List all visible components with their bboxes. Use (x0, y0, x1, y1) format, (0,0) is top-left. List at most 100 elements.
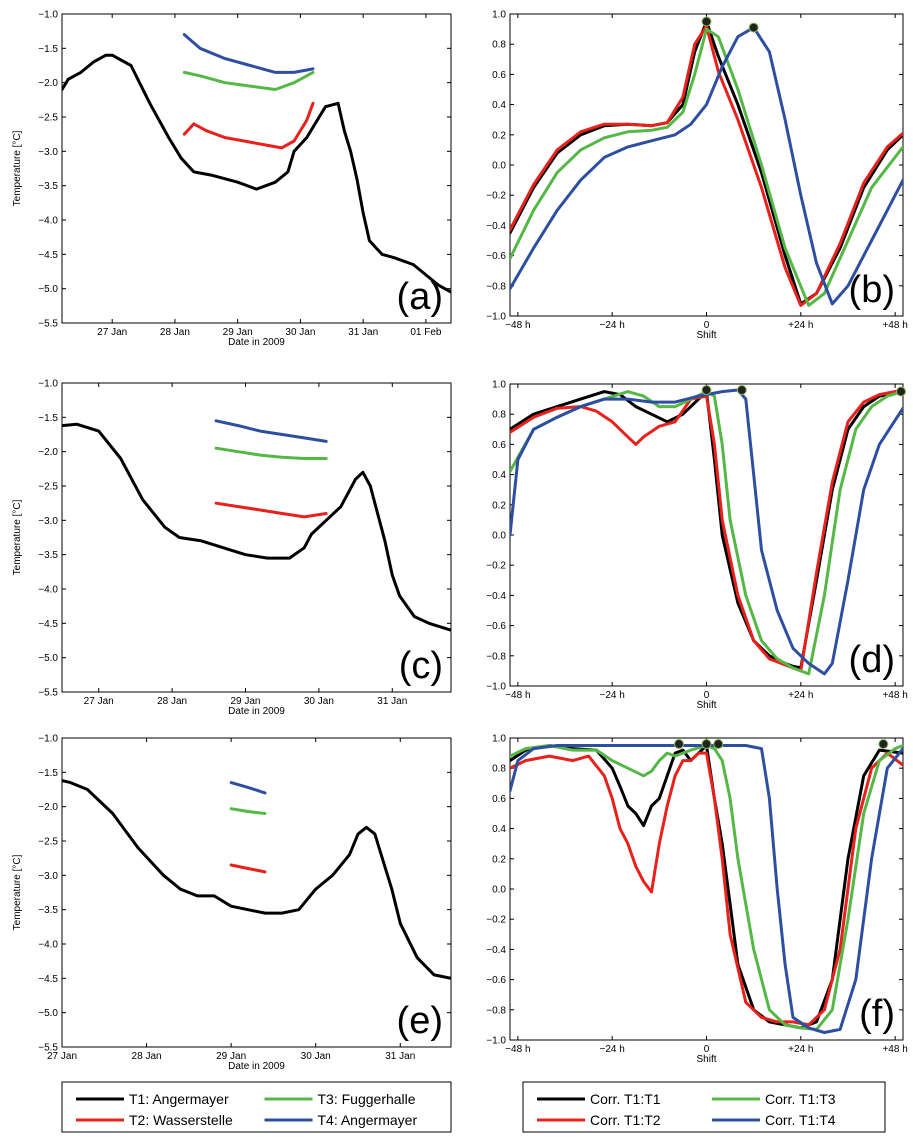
y-tick-label: −0.2 (486, 915, 506, 926)
series-line-t4 (182, 33, 315, 74)
panel-label: (d) (849, 639, 895, 681)
y-tick-label: 0.4 (492, 100, 506, 111)
y-axis-label: Temperature [°C] (12, 130, 23, 206)
y-tick-label: −3.5 (38, 550, 58, 561)
series-group (62, 419, 451, 632)
y-tick-label: 0.0 (492, 531, 506, 542)
x-tick-label: 31 Jan (348, 327, 378, 338)
y-tick-label: −4.5 (38, 974, 58, 985)
y-tick-label: −0.6 (486, 975, 506, 986)
legend-entry: T1: Angermayer (129, 1091, 229, 1107)
x-axis-label: Date in 2009 (228, 1061, 285, 1072)
y-tick-label: −4.5 (38, 250, 58, 261)
series-line-t2 (182, 101, 315, 150)
peak-marker (713, 739, 724, 750)
series-line-t1 (62, 53, 451, 294)
y-tick-label: −1.5 (38, 413, 58, 424)
y-tick-label: −4.5 (38, 619, 58, 630)
series-group (62, 779, 451, 980)
legend-entry: Corr. T1:T4 (765, 1112, 836, 1128)
panel-label: (b) (849, 269, 895, 311)
peak-marker (736, 385, 747, 396)
series-line-t4 (229, 781, 267, 795)
panel-a: −1.0 −1.5 −2.0 −2.5 −3.0 −3.5 −4.0 −4.5 −5.0 −5.5… (12, 10, 452, 348)
legend-temperature: T1: Angermayer T3: Fuggerhalle T2: Wassers… (61, 1081, 452, 1133)
x-tick-label: 28 Jan (160, 327, 190, 338)
series-line-t2 (214, 501, 328, 519)
x-axis-label: Date in 2009 (228, 337, 285, 348)
x-tick-label: 01 Feb (410, 327, 442, 338)
x-tick-label: 30 Jan (301, 1051, 331, 1062)
x-tick-label: 29 Jan (223, 327, 253, 338)
x-tick-label: −24 h (600, 690, 625, 701)
y-tick-label: 0.2 (492, 130, 506, 141)
plot-frame (509, 737, 904, 1041)
panel-f: 1.0 0.8 0.6 0.4 0.2 0.0 −0.2 −0.4 −0.6 −0.8 −1.0−4… (486, 734, 908, 1066)
x-tick-label: −48 h (505, 690, 530, 701)
x-tick-label: 29 Jan (230, 696, 260, 707)
y-tick-label: −3.0 (38, 871, 58, 882)
y-tick-label: −0.8 (486, 651, 506, 662)
y-tick-label: 1.0 (492, 734, 506, 745)
y-tick-label: −0.6 (486, 251, 506, 262)
y-tick-label: −3.5 (38, 905, 58, 916)
peak-marker (701, 16, 712, 27)
y-tick-label: −1.5 (38, 44, 58, 55)
x-tick-label: 28 Jan (157, 696, 187, 707)
series-line-t3 (182, 70, 315, 91)
y-tick-label: −1.0 (38, 734, 58, 745)
y-axis-label: Temperature [°C] (12, 499, 23, 575)
series-line-c2 (510, 388, 903, 673)
y-tick-label: −2.5 (38, 113, 58, 124)
peak-marker (701, 739, 712, 750)
y-tick-label: −1.0 (38, 10, 58, 21)
x-tick-label: 28 Jan (132, 1051, 162, 1062)
x-tick-label: 30 Jan (285, 327, 315, 338)
y-tick-label: 0.4 (492, 470, 506, 481)
y-tick-label: −2.0 (38, 447, 58, 458)
x-tick-label: 27 Jan (47, 1051, 77, 1062)
y-tick-label: 0.2 (492, 500, 506, 511)
legend-box (522, 1081, 886, 1133)
panel-label: (e) (397, 1000, 443, 1042)
y-tick-label: −0.6 (486, 621, 506, 632)
y-tick-label: −0.2 (486, 561, 506, 572)
panel-c: −1.0 −1.5 −2.0 −2.5 −3.0 −3.5 −4.0 −4.5 −5.0 −5.5… (12, 379, 452, 717)
y-tick-label: −2.5 (38, 482, 58, 493)
y-tick-label: −2.0 (38, 78, 58, 89)
legend-entry: Corr. T1:T3 (765, 1091, 836, 1107)
y-axis-label: Temperature [°C] (12, 854, 23, 930)
y-tick-label: −3.0 (38, 147, 58, 158)
y-tick-label: −5.0 (38, 653, 58, 664)
y-tick-label: −2.5 (38, 837, 58, 848)
peak-marker (673, 739, 684, 750)
legend-entry: T3: Fuggerhalle (318, 1091, 416, 1107)
x-tick-label: −48 h (505, 320, 530, 331)
legend-entry: T2: Wasserstelle (129, 1112, 233, 1128)
series-line-c4 (510, 26, 903, 306)
y-tick-label: −5.0 (38, 1008, 58, 1019)
legend-correlation: Corr. T1:T1 Corr. T1:T3 Corr. T1:T2 Corr. T… (522, 1081, 886, 1133)
y-tick-label: 1.0 (492, 10, 506, 21)
x-tick-label: +24 h (788, 320, 813, 331)
x-tick-label: +24 h (788, 1044, 813, 1055)
y-tick-label: −1.0 (486, 682, 506, 693)
plot-frame (61, 382, 452, 693)
x-axis-label: Shift (696, 1054, 716, 1065)
series-line-t1 (62, 779, 451, 980)
x-tick-label: 29 Jan (216, 1051, 246, 1062)
x-tick-label: +48 h (882, 690, 907, 701)
legend-entry: Corr. T1:T2 (590, 1112, 661, 1128)
y-tick-label: −4.0 (38, 585, 58, 596)
y-tick-label: −5.0 (38, 284, 58, 295)
plot-frame (509, 383, 904, 687)
x-tick-label: +48 h (882, 1044, 907, 1055)
y-tick-label: 0.6 (492, 440, 506, 451)
plot-frame (61, 13, 452, 324)
y-tick-label: −0.8 (486, 1005, 506, 1016)
peak-marker (748, 22, 759, 33)
series-line-c3 (510, 27, 903, 307)
legend-box (61, 1081, 452, 1133)
plot-frame (509, 13, 904, 317)
